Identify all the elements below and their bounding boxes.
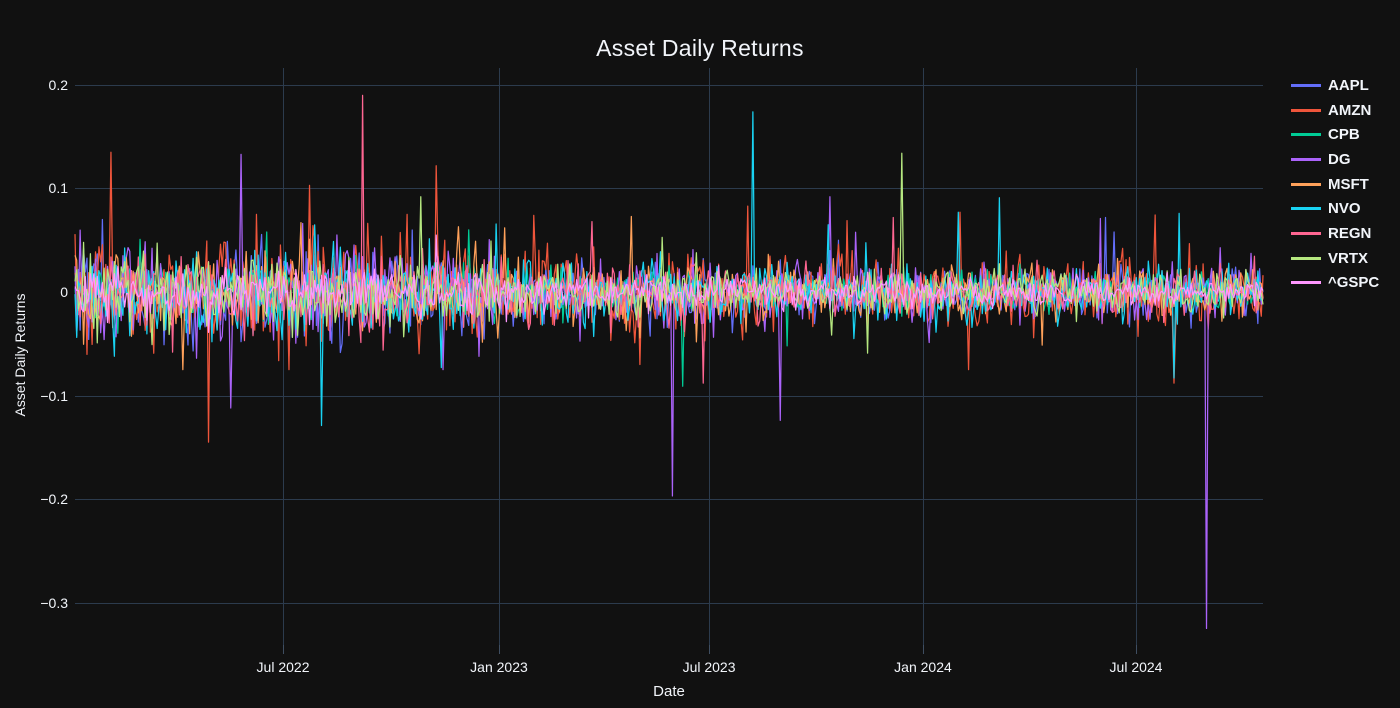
legend-line-swatch (1291, 182, 1321, 186)
legend-item-amzn[interactable]: AMZN (1291, 98, 1379, 123)
legend-line-swatch (1291, 207, 1321, 211)
legend-line-swatch (1291, 281, 1321, 285)
x-tick-label: Jul 2024 (1109, 659, 1163, 675)
legend-line-swatch (1291, 108, 1321, 112)
legend-line-swatch (1291, 83, 1321, 87)
legend-line-swatch (1291, 256, 1321, 260)
x-tick-label: Jul 2023 (682, 659, 736, 675)
legend-line-swatch (1291, 157, 1321, 161)
legend-item-aapl[interactable]: AAPL (1291, 73, 1379, 98)
legend-label: CPB (1328, 126, 1360, 144)
y-tick-label: 0 (60, 284, 68, 300)
legend-label: VRTX (1328, 249, 1369, 267)
legend-item-dg[interactable]: DG (1291, 147, 1379, 172)
legend: AAPL AMZN CPB DG MSFT NVO REGN VRTX (1291, 73, 1379, 295)
legend-label: DG (1328, 150, 1351, 168)
y-tick-label: 0.1 (48, 180, 68, 197)
x-tick-label: Jul 2022 (256, 659, 310, 675)
legend-item-vrtx[interactable]: VRTX (1291, 246, 1379, 271)
legend-label: AAPL (1328, 76, 1369, 94)
y-tick-label: 0.2 (48, 76, 68, 93)
x-tick-label: Jan 2024 (894, 659, 952, 675)
y-tick-label: −0.2 (40, 491, 68, 508)
legend-item-nvo[interactable]: NVO (1291, 196, 1379, 221)
x-axis-title: Date (653, 683, 685, 700)
legend-line-swatch (1291, 231, 1321, 235)
y-tick-label: −0.3 (40, 594, 68, 611)
legend-label: REGN (1328, 224, 1372, 242)
legend-line-swatch (1291, 133, 1321, 137)
x-tick-label: Jan 2023 (470, 659, 528, 675)
y-axis-title: Asset Daily Returns (12, 293, 28, 417)
legend-item-gspc[interactable]: ^GSPC (1291, 271, 1379, 296)
legend-item-regn[interactable]: REGN (1291, 221, 1379, 246)
chart-title: Asset Daily Returns (596, 35, 804, 61)
legend-label: NVO (1328, 200, 1361, 218)
y-tick-label: −0.1 (40, 387, 68, 404)
legend-item-cpb[interactable]: CPB (1291, 122, 1379, 147)
legend-label: ^GSPC (1328, 274, 1380, 292)
legend-item-msft[interactable]: MSFT (1291, 172, 1379, 197)
legend-label: AMZN (1328, 101, 1372, 119)
legend-label: MSFT (1328, 175, 1369, 193)
